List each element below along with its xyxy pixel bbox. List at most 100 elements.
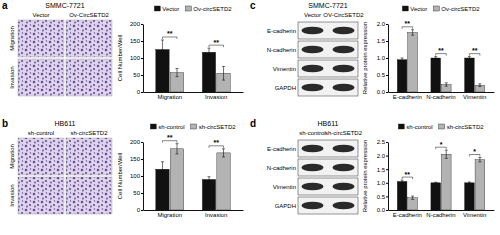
error-bar [207, 48, 210, 56]
legend-label: sh-circSETD2 [447, 124, 485, 130]
row-label: Vimentin [273, 184, 296, 190]
x-tick-label: Invasion [205, 94, 227, 100]
blot-strip [298, 159, 358, 176]
y-tick: 200 [130, 21, 143, 27]
error-bar [176, 144, 179, 154]
legend-item: sh-circSETD2 [191, 124, 237, 130]
x-tick: N-cadherin [426, 212, 455, 218]
legend: Vector Ov-circSETD2 [402, 6, 480, 12]
y-tick: 0.0 [377, 207, 388, 213]
legend: sh-control sh-circSETD2 [150, 124, 236, 130]
transwell-image [66, 138, 112, 175]
blot-band [332, 183, 354, 190]
error-bar [445, 83, 448, 86]
transwell-image [18, 138, 64, 175]
y-axis-line [143, 25, 144, 93]
bar [170, 149, 183, 210]
legend-swatch [185, 6, 191, 11]
y-tick: 100 [130, 55, 143, 61]
x-tick: Invasion [205, 212, 227, 218]
significance-label: ** [405, 171, 411, 178]
y-tick-label: 50 [133, 72, 140, 78]
y-tick: 1.5 [377, 167, 388, 173]
row-label: GAPDH [275, 203, 296, 209]
y-axis: 050100150200 [130, 139, 144, 213]
blot-band [301, 27, 323, 34]
error-bar [401, 58, 404, 61]
y-axis-title: Cell Number/Well [117, 35, 123, 82]
y-tick-mark [141, 41, 143, 42]
y-axis: 050100150200 [130, 21, 144, 95]
blot-band [332, 65, 354, 72]
panel-letter: b [2, 118, 8, 129]
y-tick-label: 1.5 [377, 38, 386, 44]
cell-line: SMMC-7721 [45, 2, 84, 9]
legend-item: Vector [154, 6, 179, 12]
legend-swatch [398, 124, 404, 129]
legend-item: sh-control [150, 124, 184, 130]
bar [217, 153, 230, 210]
x-axis-line [144, 92, 244, 93]
plot-area [397, 30, 484, 92]
y-tick-mark [141, 176, 143, 177]
error-bar [478, 84, 481, 87]
x-tick-label: N-cadherin [426, 94, 455, 100]
plot-area [397, 150, 484, 210]
figure: aSMMC-7721VectorOv-CircSETD2MigrationInv… [0, 0, 500, 235]
chart: 0.00.51.01.52.02.5E-cadherinN-cadherinVi… [362, 124, 495, 219]
legend-label: Ov-circSETD2 [193, 6, 232, 12]
y-axis-title: Relative protein expression [362, 22, 368, 94]
x-tick: N-cadherin [426, 94, 455, 100]
column-label: Vector [304, 12, 321, 18]
y-tick: 50 [133, 72, 143, 78]
blot-band [332, 46, 354, 53]
y-tick: 1.5 [377, 38, 388, 44]
column-label: sh-control [28, 130, 54, 136]
x-axis-line [389, 92, 495, 93]
y-axis-line [388, 25, 389, 93]
legend-label: Vector [410, 6, 427, 12]
row-label: Vimentin [273, 66, 296, 72]
bar [397, 181, 407, 210]
blot-band [301, 183, 323, 190]
legend-label: sh-control [406, 124, 432, 130]
x-tick: Vimentin [463, 212, 486, 218]
x-tick-label: Invasion [205, 212, 227, 218]
panel: bHB611sh-controlsh-circSETD2MigrationInv… [2, 118, 112, 214]
y-tick-label: 2.0 [377, 153, 386, 159]
significance-label: ** [167, 30, 173, 37]
y-tick-mark [386, 156, 388, 157]
x-tick: E-cadherin [393, 212, 422, 218]
blot-band [301, 65, 323, 72]
blot-strip [298, 197, 358, 214]
y-tick: 2.5 [377, 139, 388, 145]
y-tick: 1.0 [377, 55, 388, 61]
column-label: OV-CircSETD2 [323, 12, 364, 18]
blot-strip [298, 140, 358, 157]
y-tick: 100 [130, 173, 143, 179]
y-tick-mark [141, 92, 143, 93]
cell-line: SMMC-7721 [308, 2, 347, 9]
error-bar [445, 150, 448, 158]
row-label: Migration [9, 144, 15, 169]
significance-label: ** [405, 20, 411, 27]
y-tick: 0 [137, 207, 143, 213]
transwell-image [66, 59, 112, 96]
chart: 050100150200MigrationInvasionCell Number… [117, 124, 244, 219]
bar [431, 58, 441, 92]
x-axis: E-cadherinN-cadherinVimentin [389, 93, 495, 101]
bar [441, 154, 451, 210]
y-tick-mark [386, 75, 388, 76]
plot-area [156, 40, 230, 92]
blot-band [301, 84, 323, 91]
x-tick-label: Vimentin [463, 94, 486, 100]
row-label: Invasion [9, 66, 15, 88]
y-tick-label: 200 [130, 21, 141, 27]
chart: 050100150200MigrationInvasionCell Number… [117, 6, 244, 101]
legend-label: Ov-circSETD2 [441, 6, 480, 12]
y-tick-label: 0.0 [377, 207, 386, 213]
row-label: Invasion [9, 184, 15, 206]
error-bar [222, 67, 225, 81]
legend-label: Vector [162, 6, 179, 12]
y-tick-label: 1.0 [377, 55, 386, 61]
